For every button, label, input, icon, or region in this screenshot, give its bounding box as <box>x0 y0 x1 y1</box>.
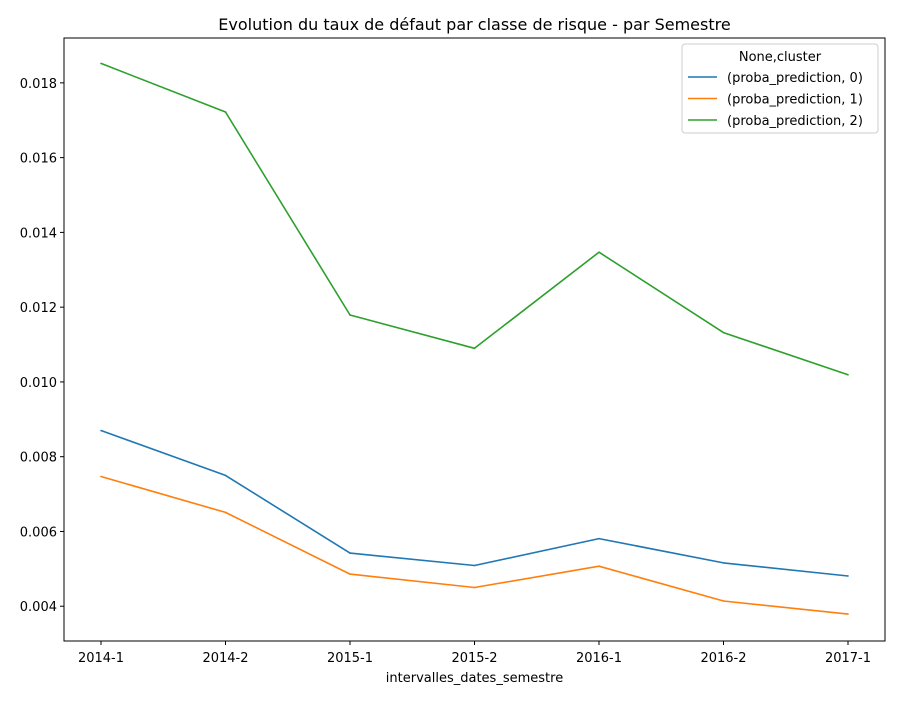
y-tick-label: 0.016 <box>20 152 57 167</box>
x-tick-label: 2016-1 <box>576 651 622 666</box>
series-point-0 <box>722 562 725 564</box>
x-tick-label: 2015-2 <box>451 651 497 666</box>
series-point-0 <box>847 575 849 577</box>
series-point-1 <box>847 613 849 615</box>
legend-frame <box>681 43 879 134</box>
legend-label-1: (proba_prediction, 1) <box>727 93 863 108</box>
y-tick-label: 0.006 <box>20 525 57 540</box>
series-point-0 <box>349 552 351 554</box>
chart-title: Evolution du taux de défaut par classe d… <box>218 15 730 34</box>
x-tick-label: 2015-1 <box>327 651 373 666</box>
series-layer <box>100 62 849 615</box>
series-point-0 <box>100 429 102 432</box>
series-point-2 <box>224 111 227 113</box>
y-tick-label: 0.012 <box>20 301 57 316</box>
series-point-2 <box>722 331 725 334</box>
series-point-1 <box>722 600 725 602</box>
series-point-1 <box>349 573 351 575</box>
series-point-0 <box>473 564 476 567</box>
legend: None,cluster (proba_prediction, 0)(proba… <box>681 43 879 134</box>
series-point-1 <box>100 475 102 478</box>
legend-title: None,cluster <box>739 50 822 65</box>
legend-label-2: (proba_prediction, 2) <box>727 114 863 129</box>
y-tick-label: 0.010 <box>20 376 57 391</box>
x-tick-label: 2014-1 <box>78 651 124 666</box>
plot-area <box>63 37 886 642</box>
x-tick-label: 2017-1 <box>825 651 871 666</box>
series-point-2 <box>349 314 351 316</box>
series-point-1 <box>224 511 227 514</box>
series-point-1 <box>598 565 600 568</box>
x-axis-label: intervalles_dates_semestre <box>386 671 563 686</box>
y-axis: 0.004 0.006 0.008 0.010 0.012 0.014 0.016 0.018 <box>20 77 64 615</box>
y-tick-label: 0.018 <box>20 77 57 92</box>
y-tick-label: 0.004 <box>20 600 57 615</box>
series-point-2 <box>100 62 102 65</box>
series-point-2 <box>473 347 476 350</box>
y-tick-label: 0.014 <box>20 226 57 241</box>
x-tick-label: 2014-2 <box>202 651 248 666</box>
x-axis: 2014-1 2014-2 2015-1 2015-2 2016-1 2016-2 2017… <box>78 641 871 666</box>
legend-items: (proba_prediction, 0) (proba_prediction, … <box>688 71 863 129</box>
legend-label-0: (proba_prediction, 0) <box>727 71 863 86</box>
series-point-0 <box>598 537 600 540</box>
series-point-0 <box>224 474 227 477</box>
x-tick-label: 2016-2 <box>700 651 746 666</box>
series-point-2 <box>847 374 849 376</box>
series-point-1 <box>473 586 476 589</box>
y-tick-label: 0.008 <box>20 451 57 466</box>
series-point-2 <box>598 251 600 254</box>
